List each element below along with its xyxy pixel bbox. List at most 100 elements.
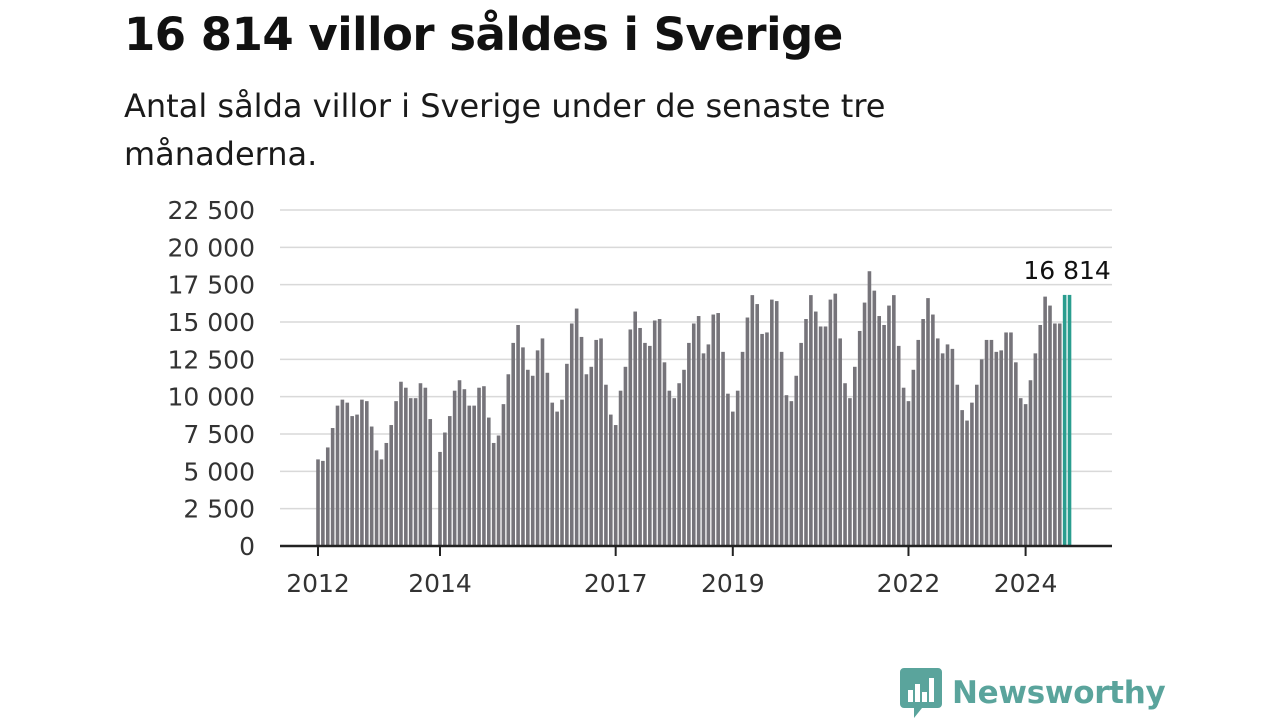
bar [379, 459, 384, 546]
x-tick-label: 2017 [584, 569, 648, 598]
y-tick-label: 15 000 [168, 308, 255, 337]
bar [609, 414, 613, 546]
bar [1023, 404, 1028, 546]
bar [887, 305, 891, 546]
bar [369, 426, 374, 546]
bar [765, 332, 769, 546]
bar [843, 383, 847, 546]
bar [926, 298, 930, 546]
bar [589, 366, 594, 546]
bar [862, 302, 867, 546]
bar [545, 372, 550, 546]
bar [584, 374, 589, 546]
bar [1043, 296, 1047, 546]
bar [540, 338, 545, 546]
bar [701, 353, 706, 546]
bar [823, 326, 828, 546]
bar [711, 314, 716, 546]
bar [696, 316, 701, 546]
bar [691, 323, 696, 546]
bar [687, 342, 691, 546]
bar [613, 425, 618, 546]
bar [530, 375, 535, 546]
bar [428, 419, 433, 546]
bar [1028, 380, 1033, 546]
bars [316, 271, 1072, 546]
y-tick-label: 22 500 [168, 196, 255, 225]
bar [565, 363, 569, 546]
bar [994, 351, 999, 546]
y-tick-label: 7 500 [183, 420, 255, 449]
bar [706, 344, 711, 546]
bar [535, 350, 540, 546]
bar [482, 386, 486, 546]
bar [750, 295, 755, 546]
bar [672, 398, 677, 546]
y-tick-label: 0 [239, 532, 255, 561]
x-tick-label: 2014 [408, 569, 472, 598]
y-axis-ticks: 0 2 500 5 000 7 500 10 000 12 500 15 000 17 500… [168, 196, 255, 561]
bar [818, 326, 823, 546]
bar [330, 428, 335, 546]
bar [467, 405, 472, 546]
bar-highlight [1067, 294, 1072, 546]
bar [516, 324, 520, 546]
bar [677, 383, 681, 546]
bar [896, 345, 901, 546]
bar [838, 338, 842, 546]
bar [423, 387, 428, 546]
x-tick-label: 2012 [286, 569, 350, 598]
bar [487, 417, 491, 546]
bar [945, 344, 950, 546]
bar [599, 338, 603, 546]
bar [355, 414, 359, 546]
bar [965, 420, 969, 546]
bar [999, 350, 1003, 546]
bar [867, 271, 872, 546]
bar [408, 398, 413, 546]
bar [443, 432, 447, 546]
bar [931, 314, 935, 546]
x-tick-label: 2019 [701, 569, 765, 598]
bar [1009, 332, 1013, 546]
bar [813, 311, 818, 546]
bar [438, 451, 442, 546]
bar [755, 304, 759, 546]
bar [550, 402, 555, 546]
bar [853, 366, 857, 546]
bar [399, 381, 403, 546]
bar [760, 333, 764, 546]
x-tick-label: 2024 [994, 569, 1058, 598]
bar [662, 362, 667, 546]
bar [628, 329, 633, 546]
bar-highlight [1062, 294, 1067, 546]
bar [740, 351, 745, 546]
bar [477, 387, 481, 546]
bar [574, 308, 579, 546]
bar [726, 393, 730, 546]
bar [623, 366, 628, 546]
bar [413, 398, 418, 546]
bar [721, 351, 725, 546]
bar [340, 399, 345, 546]
bar [979, 359, 984, 546]
bar [833, 293, 838, 546]
bar [960, 410, 964, 546]
x-tick-label: 2022 [877, 569, 941, 598]
bar [1053, 323, 1057, 546]
bar [828, 299, 833, 546]
bar [511, 342, 515, 546]
y-tick-label: 17 500 [168, 271, 255, 300]
bar [774, 301, 779, 546]
bar [901, 387, 906, 546]
y-tick-label: 10 000 [168, 383, 255, 412]
bar [882, 324, 886, 546]
bar [579, 336, 584, 546]
bar [506, 374, 511, 546]
bar [989, 339, 994, 546]
bar [1038, 324, 1043, 546]
bar [648, 345, 652, 546]
bar [496, 435, 501, 546]
bar [1048, 305, 1052, 546]
bar [325, 447, 330, 546]
